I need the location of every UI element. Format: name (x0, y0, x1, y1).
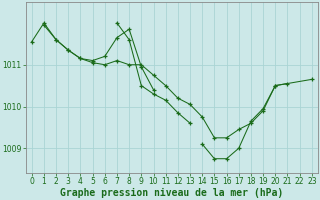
X-axis label: Graphe pression niveau de la mer (hPa): Graphe pression niveau de la mer (hPa) (60, 188, 284, 198)
